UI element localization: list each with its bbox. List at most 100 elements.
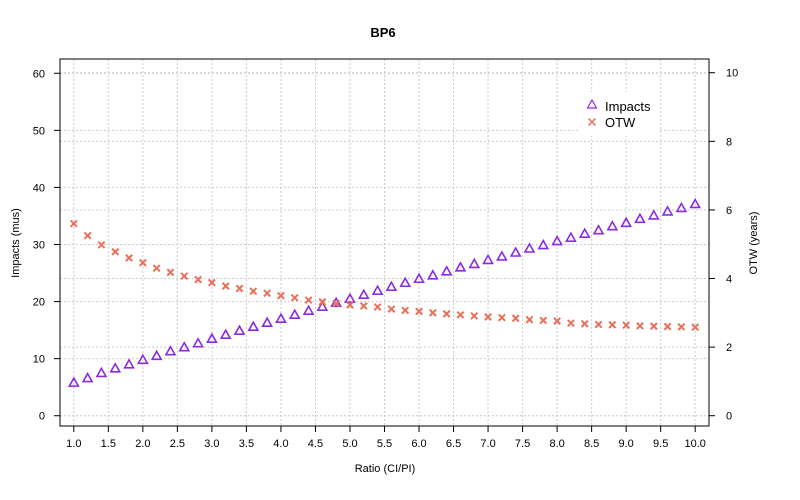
otw-point <box>594 320 603 329</box>
y-right-tick-label: 0 <box>726 411 732 423</box>
y-right-tick-label: 2 <box>726 342 732 354</box>
impacts-point <box>178 341 191 352</box>
legend-box <box>578 92 658 136</box>
otw-point <box>442 309 451 318</box>
otw-point <box>138 258 147 267</box>
impacts-point <box>247 320 260 331</box>
x-tick-label: 5.0 <box>342 438 357 450</box>
y-right-tick-label: 6 <box>726 205 732 217</box>
y-right-tick-label: 8 <box>726 136 732 148</box>
otw-point <box>497 313 506 322</box>
otw-point <box>580 319 589 328</box>
x-tick-label: 8.0 <box>549 438 564 450</box>
impacts-point <box>551 234 563 246</box>
chart-title: BP6 <box>370 25 395 40</box>
otw-point <box>318 297 327 306</box>
otw-point <box>125 254 133 262</box>
impacts-point <box>661 205 674 216</box>
impacts-point <box>164 345 177 356</box>
otw-point <box>539 316 548 325</box>
otw-point <box>428 308 437 317</box>
otw-point <box>663 322 672 331</box>
otw-point <box>415 307 423 316</box>
x-tick-label: 10.0 <box>684 438 705 450</box>
impacts-point <box>413 272 425 284</box>
otw-point <box>249 287 258 296</box>
otw-point <box>387 305 396 313</box>
otw-point <box>636 321 644 330</box>
y-axis-left: 0 10 20 30 40 50 60 <box>33 68 60 423</box>
y-left-tick-label: 0 <box>39 411 45 423</box>
impacts-point <box>316 300 329 312</box>
impacts-point <box>81 371 94 383</box>
otw-point <box>97 240 106 249</box>
otw-point <box>180 272 189 281</box>
otw-point <box>691 323 700 332</box>
impacts-point <box>233 324 246 335</box>
otw-point <box>235 284 244 293</box>
otw-point <box>373 303 382 311</box>
otw-point <box>484 313 492 321</box>
legend-label-otw: OTW <box>605 115 636 130</box>
impacts-point <box>288 308 301 320</box>
impacts-point <box>109 362 122 373</box>
otw-point <box>207 278 216 287</box>
impacts-point <box>647 209 660 220</box>
impacts-point <box>565 231 577 242</box>
otw-point <box>332 299 341 308</box>
impacts-point <box>592 224 605 235</box>
impacts-point <box>440 265 453 276</box>
impacts-point <box>496 250 508 261</box>
impacts-point <box>150 349 163 361</box>
impacts-point <box>302 304 315 316</box>
otw-point <box>622 321 631 330</box>
impacts-point <box>634 212 646 224</box>
otw-point <box>511 314 520 323</box>
impacts-point <box>371 284 384 296</box>
impacts-point <box>509 246 522 257</box>
x-tick-label: 6.5 <box>446 438 461 450</box>
impacts-point <box>537 238 550 250</box>
otw-point <box>290 293 299 302</box>
y-axis-label-right: OTW (years) <box>748 212 760 275</box>
otw-point <box>194 275 202 284</box>
impacts-point <box>95 366 108 378</box>
otw-point <box>83 231 92 240</box>
otw-point <box>277 291 285 300</box>
otw-point <box>166 268 175 277</box>
otw-point <box>152 264 161 273</box>
x-tick-label: 7.0 <box>480 438 495 450</box>
legend-marker-otw <box>587 117 597 127</box>
x-tick-label: 2.5 <box>170 438 185 450</box>
impacts-point <box>578 227 591 238</box>
impacts-point <box>675 201 688 213</box>
otw-point <box>69 219 78 228</box>
x-tick-label: 6.0 <box>411 438 426 450</box>
x-tick-label: 3.0 <box>204 438 219 450</box>
impacts-point <box>219 328 232 339</box>
otw-point <box>304 296 313 305</box>
otw-point <box>401 306 410 315</box>
grid <box>60 59 709 426</box>
y-left-tick-label: 60 <box>33 68 45 80</box>
impacts-point <box>426 269 439 280</box>
x-tick-label: 7.5 <box>515 438 530 450</box>
impacts-point <box>468 257 481 269</box>
legend: Impacts OTW <box>578 92 658 136</box>
impacts-point <box>606 220 619 231</box>
impacts-point <box>689 197 702 209</box>
impacts-point <box>482 253 494 265</box>
x-tick-label: 8.5 <box>584 438 599 450</box>
otw-point <box>567 319 575 328</box>
impacts-point <box>261 316 273 327</box>
y-left-tick-label: 30 <box>33 239 45 251</box>
y-right-tick-label: 4 <box>726 274 732 286</box>
x-axis-label: Ratio (CI/PI) <box>355 463 416 475</box>
impacts-point <box>523 242 536 253</box>
y-right-tick-label: 10 <box>726 68 738 80</box>
impacts-point <box>275 312 287 323</box>
legend-marker-impacts <box>586 98 598 109</box>
impacts-point <box>399 276 412 288</box>
otw-point <box>649 322 658 331</box>
y-axis-label-left: Impacts (mus) <box>10 208 22 278</box>
